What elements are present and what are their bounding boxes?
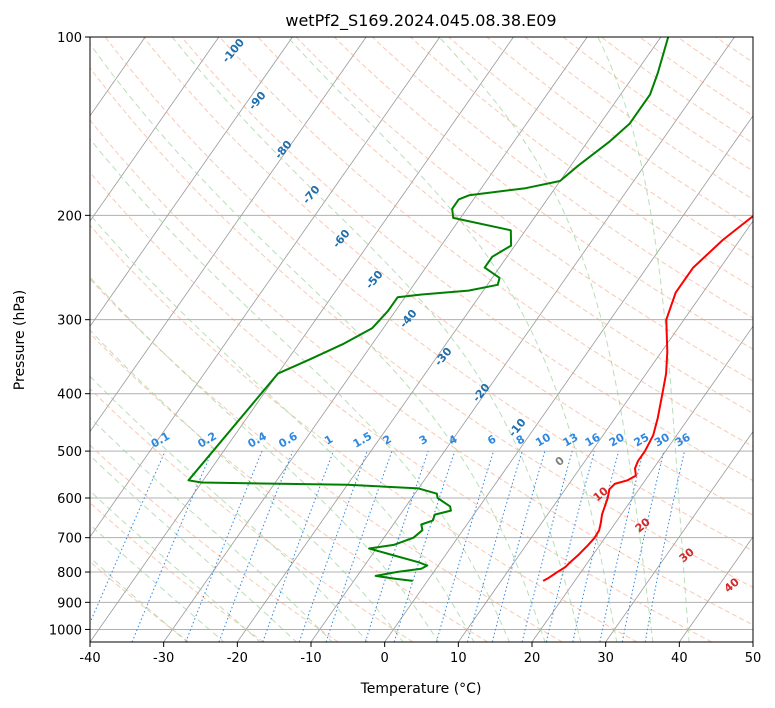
chart-title: wetPf2_S169.2024.045.08.38.E09 — [285, 11, 556, 31]
y-tick-label: 300 — [57, 314, 82, 329]
moist-adiabat-line — [90, 329, 404, 642]
y-tick-label: 600 — [57, 492, 82, 507]
isotherm-line — [90, 37, 293, 327]
x-axis-label: Temperature (°C) — [360, 681, 482, 697]
isotherm-line — [458, 220, 753, 642]
mixing-ratio-line — [521, 450, 573, 642]
y-tick-label: 100 — [57, 31, 82, 46]
mixing-ratio-line — [218, 450, 294, 642]
moist-adiabat-line — [90, 454, 298, 642]
x-tick-label: 40 — [671, 651, 688, 666]
y-tick-label: 500 — [57, 445, 82, 460]
isotherm-line — [531, 325, 753, 642]
plot-frame — [89, 36, 754, 643]
isotherm-line — [752, 641, 753, 642]
dry-adiabat-line — [90, 119, 753, 626]
moist-adiabat-line — [90, 276, 440, 642]
isotherm-line — [90, 37, 220, 222]
mixing-ratio-line — [393, 450, 456, 642]
moist-adiabat-line — [287, 37, 618, 642]
mixing-ratio-line — [298, 450, 368, 642]
moist-adiabat-line — [90, 375, 369, 642]
grid-layer — [0, 37, 775, 642]
mixing-ratio-line — [325, 450, 393, 642]
isotherm-line — [90, 37, 441, 538]
y-tick-label: 400 — [57, 388, 82, 403]
dry-adiabat-line — [754, 37, 775, 642]
dry-adiabat-line — [90, 278, 563, 642]
mixing-ratio-line — [435, 450, 495, 642]
dry-adiabat-line — [90, 560, 190, 642]
mixing-ratio-line — [185, 450, 263, 642]
moist-adiabat-line — [90, 556, 189, 642]
mixing-ratio-line — [545, 450, 595, 642]
moist-adiabat-line — [597, 37, 690, 642]
mixing-ratio-line — [364, 450, 429, 642]
moist-adiabat-line — [171, 37, 582, 642]
isotherm-line — [237, 37, 662, 642]
y-tick-label: 1000 — [49, 623, 82, 638]
isotherm-line — [90, 37, 367, 433]
x-tick-label: 20 — [524, 651, 541, 666]
x-tick-label: 50 — [745, 651, 762, 666]
x-tick-label: 0 — [381, 651, 389, 666]
mixing-ratio-line — [90, 450, 166, 625]
x-tick-label: -30 — [153, 651, 174, 666]
mixing-ratio-line — [572, 450, 620, 642]
x-tick-label: -20 — [227, 651, 248, 666]
moist-adiabat-line — [90, 43, 546, 642]
y-tick-label: 800 — [57, 566, 82, 581]
moist-adiabat-line — [90, 524, 225, 642]
mixing-ratio-line — [599, 450, 644, 642]
x-tick-label: -10 — [300, 651, 321, 666]
isotherm-line — [384, 115, 753, 642]
temperature-line — [542, 214, 753, 582]
isotherm-line — [310, 37, 735, 642]
x-tick-label: -40 — [79, 651, 100, 666]
dry-adiabat-line — [90, 388, 414, 642]
dry-adiabat-line — [90, 67, 753, 588]
moist-adiabat-line — [90, 490, 261, 642]
y-tick-label: 700 — [57, 532, 82, 547]
isotherm-line — [0, 37, 72, 642]
dry-adiabat-line — [90, 332, 488, 642]
moist-adiabat-line — [438, 37, 654, 642]
x-tick-label: 10 — [450, 651, 467, 666]
dry-adiabat-line — [333, 37, 753, 350]
dry-adiabat-line — [181, 37, 753, 482]
mixing-ratio-line — [467, 450, 523, 642]
mixing-ratio-line — [131, 450, 213, 642]
data-layer — [187, 37, 753, 582]
plot-area — [90, 37, 753, 642]
isotherm-line — [605, 430, 753, 642]
y-tick-label: 900 — [57, 596, 82, 611]
y-axis-label: Pressure (hPa) — [12, 290, 28, 390]
dry-adiabat-line — [372, 37, 753, 319]
isotherm-line — [163, 37, 588, 642]
dry-adiabat-line — [219, 37, 753, 448]
mixing-ratio-line — [262, 450, 334, 642]
dewpoint-line — [187, 37, 670, 582]
x-tick-label: 30 — [597, 651, 614, 666]
dry-adiabat-line — [143, 37, 753, 516]
isotherm-line — [679, 536, 753, 642]
y-tick-label: 200 — [57, 209, 82, 224]
dry-adiabat-line — [104, 37, 753, 552]
isotherm-line — [90, 37, 514, 642]
axis-layer: -40 -30 -20 -10 0 10 20 30 40 50 100 200 300 400 500 60… — [49, 31, 761, 666]
moist-adiabat-line — [90, 213, 475, 642]
dry-adiabat-line — [295, 37, 753, 382]
mixing-ratio-line — [491, 450, 546, 642]
dry-adiabat-line — [90, 171, 712, 642]
